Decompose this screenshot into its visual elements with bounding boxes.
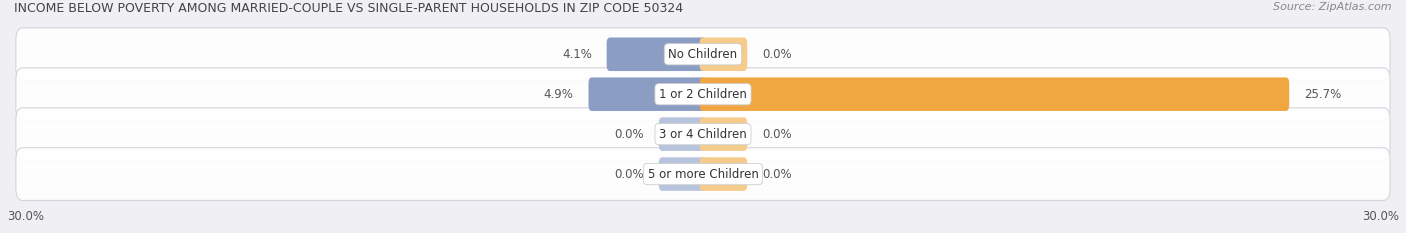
Text: 4.1%: 4.1% [562,48,592,61]
FancyBboxPatch shape [15,28,1391,81]
FancyBboxPatch shape [700,117,747,151]
Text: 0.0%: 0.0% [762,128,792,141]
Text: 30.0%: 30.0% [7,210,44,223]
Text: 0.0%: 0.0% [762,48,792,61]
Text: 0.0%: 0.0% [614,168,644,181]
Text: 4.9%: 4.9% [544,88,574,101]
FancyBboxPatch shape [15,68,1391,120]
Text: 0.0%: 0.0% [762,168,792,181]
FancyBboxPatch shape [700,38,747,71]
Text: No Children: No Children [668,48,738,61]
FancyBboxPatch shape [659,117,706,151]
Text: 5 or more Children: 5 or more Children [648,168,758,181]
FancyBboxPatch shape [606,38,706,71]
FancyBboxPatch shape [15,108,1391,161]
FancyBboxPatch shape [15,148,1391,200]
Text: 30.0%: 30.0% [1362,210,1399,223]
FancyBboxPatch shape [589,77,706,111]
FancyBboxPatch shape [659,157,706,191]
Text: Source: ZipAtlas.com: Source: ZipAtlas.com [1274,2,1392,12]
FancyBboxPatch shape [700,157,747,191]
Text: 0.0%: 0.0% [614,128,644,141]
Text: 25.7%: 25.7% [1303,88,1341,101]
Text: INCOME BELOW POVERTY AMONG MARRIED-COUPLE VS SINGLE-PARENT HOUSEHOLDS IN ZIP COD: INCOME BELOW POVERTY AMONG MARRIED-COUPL… [14,2,683,15]
Text: 1 or 2 Children: 1 or 2 Children [659,88,747,101]
Text: 3 or 4 Children: 3 or 4 Children [659,128,747,141]
FancyBboxPatch shape [700,77,1289,111]
